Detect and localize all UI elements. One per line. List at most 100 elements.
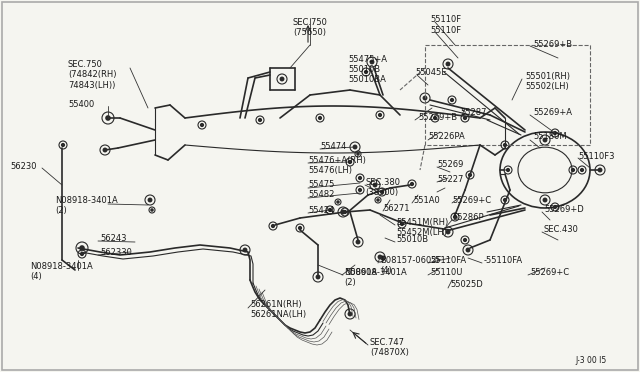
Text: 55110FA: 55110FA (430, 256, 466, 265)
Circle shape (103, 148, 107, 152)
Text: 55269+A: 55269+A (533, 108, 572, 117)
Circle shape (411, 183, 413, 185)
Text: 55010BA: 55010BA (348, 75, 386, 84)
Text: 55110F: 55110F (430, 15, 461, 24)
Text: 55060A: 55060A (345, 268, 377, 277)
Circle shape (259, 119, 261, 121)
Circle shape (504, 199, 506, 201)
Circle shape (373, 183, 377, 187)
Circle shape (543, 198, 547, 202)
Text: 55269+C: 55269+C (452, 196, 491, 205)
Text: SEC.747
(74870X): SEC.747 (74870X) (370, 338, 409, 357)
Circle shape (357, 153, 359, 155)
Circle shape (61, 144, 65, 147)
Circle shape (271, 225, 275, 227)
Circle shape (356, 240, 360, 244)
Circle shape (81, 253, 83, 256)
Text: SEC.750
(75650): SEC.750 (75650) (292, 18, 328, 38)
Text: 56243: 56243 (100, 234, 127, 243)
Circle shape (365, 71, 367, 73)
Text: N08918-3401A
(2): N08918-3401A (2) (55, 196, 118, 215)
Text: 55226PA: 55226PA (428, 132, 465, 141)
Circle shape (554, 206, 556, 208)
Text: 55110F: 55110F (430, 26, 461, 35)
Circle shape (572, 169, 575, 171)
Circle shape (358, 189, 362, 192)
Text: 55451M(RH)
55452M(LH): 55451M(RH) 55452M(LH) (396, 218, 448, 237)
Text: 56261N(RH)
56261NA(LH): 56261N(RH) 56261NA(LH) (250, 300, 306, 320)
Circle shape (280, 77, 284, 81)
Text: 55025D: 55025D (450, 280, 483, 289)
Circle shape (463, 116, 467, 119)
Text: 55474: 55474 (320, 142, 346, 151)
Text: 55045E: 55045E (415, 68, 447, 77)
Text: 55010B: 55010B (396, 235, 428, 244)
Circle shape (434, 116, 436, 119)
Text: 551A0: 551A0 (413, 196, 440, 205)
Text: SEC.750
(74842(RH)
74843(LH)): SEC.750 (74842(RH) 74843(LH)) (68, 60, 116, 90)
Text: 55286P: 55286P (452, 213, 484, 222)
Text: 55476+A(RH)
55476(LH): 55476+A(RH) 55476(LH) (308, 156, 366, 176)
Circle shape (371, 60, 374, 64)
Circle shape (451, 99, 453, 102)
Text: 55110F3: 55110F3 (578, 152, 614, 161)
Circle shape (598, 168, 602, 172)
Circle shape (543, 138, 547, 142)
Text: 55475+A: 55475+A (348, 55, 387, 64)
Circle shape (341, 210, 345, 214)
Text: -55110FA: -55110FA (484, 256, 523, 265)
Circle shape (382, 257, 384, 259)
Text: 55110U: 55110U (430, 268, 462, 277)
Circle shape (316, 275, 320, 279)
Circle shape (328, 209, 332, 211)
Circle shape (467, 248, 470, 252)
Text: B08157-0602F
(4): B08157-0602F (4) (380, 256, 442, 275)
Text: 55269+B: 55269+B (418, 113, 457, 122)
Circle shape (151, 209, 153, 211)
Text: 55180M: 55180M (533, 132, 566, 141)
Circle shape (299, 227, 301, 230)
Circle shape (468, 174, 472, 176)
Text: SEC.430: SEC.430 (544, 225, 579, 234)
Circle shape (344, 211, 346, 214)
Text: 56230: 56230 (10, 162, 36, 171)
Text: J-3 00 I5: J-3 00 I5 (575, 356, 606, 365)
Circle shape (148, 198, 152, 202)
Circle shape (358, 177, 362, 179)
Text: 56271: 56271 (383, 204, 410, 213)
Text: 55010B: 55010B (348, 65, 380, 74)
Circle shape (463, 238, 467, 241)
Circle shape (446, 230, 450, 234)
Circle shape (337, 201, 339, 203)
Circle shape (454, 216, 456, 218)
Text: 55475: 55475 (308, 180, 334, 189)
Text: 55269+D: 55269+D (544, 205, 584, 214)
Text: 55269: 55269 (437, 160, 463, 169)
Circle shape (379, 113, 381, 116)
Circle shape (401, 222, 403, 225)
Text: 55269+C: 55269+C (530, 268, 569, 277)
Circle shape (243, 248, 247, 252)
Circle shape (580, 169, 584, 171)
Circle shape (381, 190, 383, 193)
Text: 55269+B: 55269+B (533, 40, 572, 49)
Circle shape (80, 246, 84, 250)
Circle shape (349, 161, 351, 163)
Circle shape (423, 96, 427, 100)
Circle shape (319, 116, 321, 119)
Circle shape (106, 116, 110, 120)
Text: 55227: 55227 (437, 175, 463, 184)
Circle shape (378, 255, 381, 259)
Text: 55287: 55287 (460, 108, 486, 117)
Circle shape (504, 144, 506, 147)
Text: 55482: 55482 (308, 190, 334, 199)
Circle shape (348, 312, 352, 316)
Text: 562330: 562330 (100, 248, 132, 257)
Circle shape (200, 124, 204, 126)
Circle shape (353, 145, 356, 149)
Text: N08918-3401A
(2): N08918-3401A (2) (344, 268, 407, 288)
Circle shape (507, 169, 509, 171)
Text: N08918-3401A
(4): N08918-3401A (4) (30, 262, 93, 281)
Text: SEC.380
(38300): SEC.380 (38300) (365, 178, 400, 198)
Text: 55501(RH)
55502(LH): 55501(RH) 55502(LH) (525, 72, 570, 92)
